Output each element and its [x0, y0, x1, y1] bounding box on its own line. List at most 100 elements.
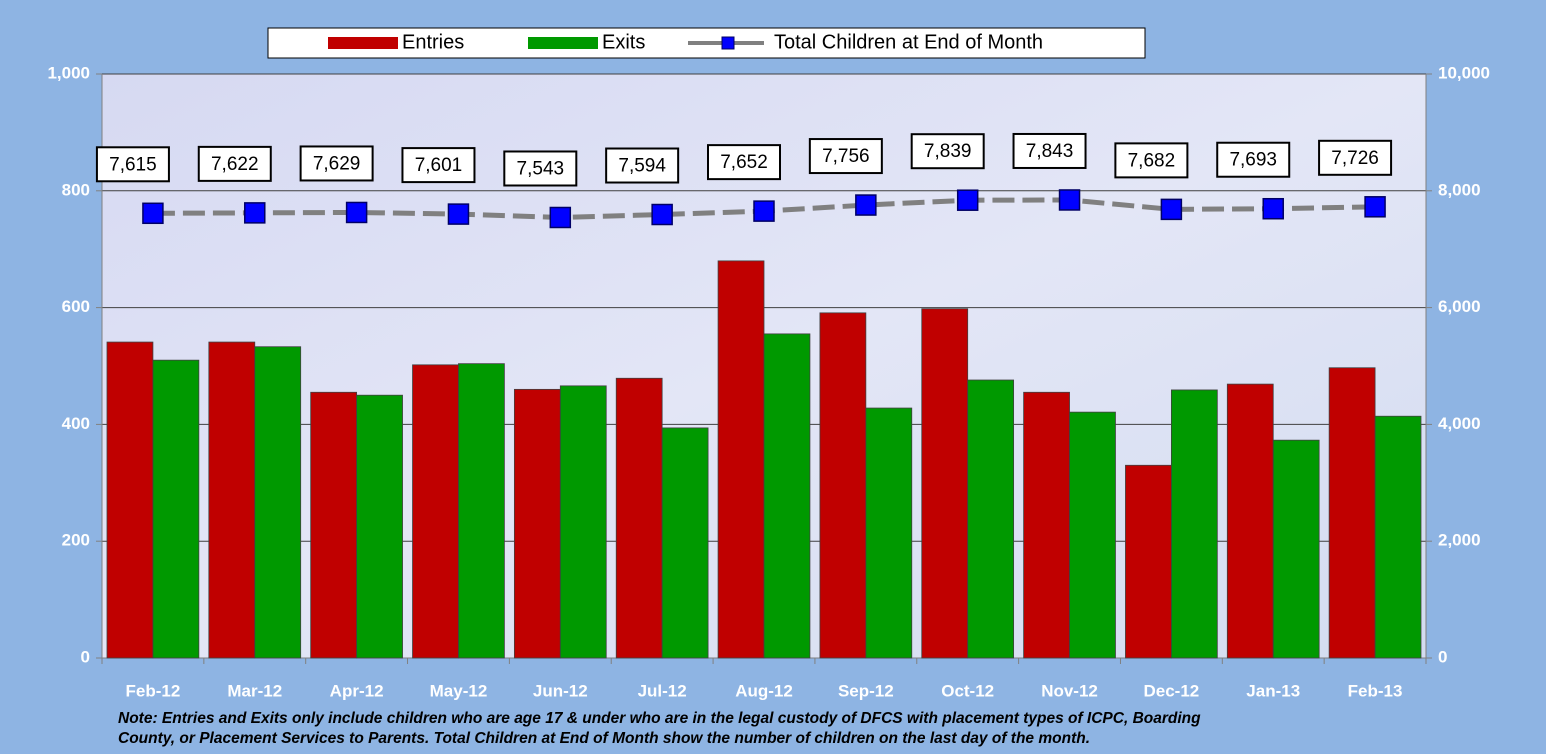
data-label: 7,615	[109, 154, 157, 175]
x-tick-label: Oct-12	[941, 681, 994, 700]
marker	[1160, 198, 1183, 221]
data-label-box	[95, 146, 170, 183]
marker	[142, 202, 164, 225]
bar	[254, 346, 302, 659]
data-label-box	[197, 145, 272, 182]
y2-tick-label: 8,000	[1438, 180, 1481, 199]
bar	[1125, 464, 1172, 659]
marker	[956, 189, 979, 211]
bar	[819, 312, 867, 659]
bar	[763, 333, 811, 659]
x-tick-label: May-12	[430, 681, 488, 700]
data-label-box	[1216, 141, 1291, 178]
bar	[1272, 439, 1320, 659]
y-tick-label: 400	[62, 414, 90, 433]
data-label-box	[503, 150, 578, 187]
x-tick-label: Feb-13	[1348, 681, 1403, 700]
y-tick-label: 200	[62, 531, 90, 550]
bar	[458, 363, 505, 659]
data-label-box	[299, 145, 374, 182]
y2-tick-label: 4,000	[1438, 414, 1481, 433]
data-label: 7,652	[720, 152, 768, 173]
bar	[208, 341, 256, 659]
y-tick-label: 600	[62, 297, 90, 316]
legend-swatch	[528, 37, 598, 49]
x-tick-label: Nov-12	[1041, 681, 1098, 700]
marker	[1058, 189, 1081, 211]
y2-tick-label: 10,000	[1438, 63, 1490, 82]
bar	[1226, 383, 1274, 659]
bar	[615, 377, 663, 659]
data-label-box	[401, 147, 476, 184]
y2-tick-label: 6,000	[1438, 297, 1481, 316]
data-label: 7,594	[618, 156, 666, 177]
data-label-box	[1012, 132, 1087, 169]
data-label: 7,756	[822, 146, 870, 167]
bar	[865, 407, 913, 659]
bar	[356, 394, 403, 659]
bar	[412, 364, 459, 659]
bar	[921, 308, 969, 659]
x-tick-label: Mar-12	[227, 681, 282, 700]
marker	[1262, 197, 1284, 220]
legend-label: Entries	[402, 31, 464, 53]
bar	[967, 379, 1015, 659]
marker	[855, 194, 877, 216]
note: County, or Placement Services to Parents…	[118, 730, 1090, 747]
x-tick-label: Feb-12	[126, 681, 181, 700]
x-tick-label: Apr-12	[330, 681, 384, 700]
data-label-box	[1114, 142, 1189, 179]
legend-label: Total Children at End of Month	[774, 31, 1043, 53]
bar	[1374, 415, 1422, 659]
data-label-box	[910, 133, 985, 170]
bar	[513, 388, 561, 659]
y-tick-label: 0	[81, 647, 90, 666]
bar	[1023, 391, 1070, 659]
bar	[717, 260, 765, 659]
marker	[549, 206, 572, 229]
data-label: 7,843	[1026, 141, 1074, 162]
bar	[1069, 411, 1116, 659]
y2-tick-label: 0	[1438, 647, 1447, 666]
x-tick-label: Jun-12	[533, 681, 588, 700]
data-label: 7,629	[313, 153, 361, 174]
marker	[345, 201, 368, 224]
y-tick-label: 800	[62, 180, 90, 199]
y2-tick-label: 2,000	[1438, 531, 1481, 550]
marker	[244, 202, 266, 224]
x-tick-label: Aug-12	[735, 681, 793, 700]
bar	[310, 391, 358, 659]
marker	[447, 203, 470, 225]
legend-swatch	[328, 37, 398, 49]
bar	[1170, 389, 1218, 659]
bar	[152, 359, 200, 659]
bar	[559, 385, 607, 659]
note: Note: Entries and Exits only include chi…	[118, 710, 1201, 727]
data-label-box	[707, 144, 781, 181]
legend-swatch	[721, 36, 735, 50]
data-label: 7,682	[1128, 150, 1176, 171]
data-label: 7,622	[211, 154, 259, 175]
data-label: 7,601	[415, 155, 463, 176]
bar	[1328, 367, 1376, 659]
marker	[753, 200, 775, 222]
x-tick-label: Sep-12	[838, 681, 894, 700]
data-label-box	[808, 138, 883, 175]
x-tick-label: Dec-12	[1144, 681, 1200, 700]
x-tick-label: Jul-12	[638, 681, 687, 700]
marker	[651, 203, 673, 226]
marker	[1364, 196, 1386, 218]
legend-label: Exits	[602, 31, 645, 53]
x-tick-label: Jan-13	[1246, 681, 1300, 700]
legend	[267, 27, 1146, 59]
data-label: 7,543	[517, 159, 565, 180]
data-label-box	[1318, 139, 1393, 176]
bar	[106, 341, 154, 659]
bar	[661, 427, 709, 659]
y-tick-label: 1,000	[47, 63, 90, 82]
data-label-box	[605, 147, 680, 184]
data-label: 7,693	[1229, 150, 1277, 171]
data-label: 7,726	[1331, 148, 1379, 169]
data-label: 7,839	[924, 141, 972, 162]
